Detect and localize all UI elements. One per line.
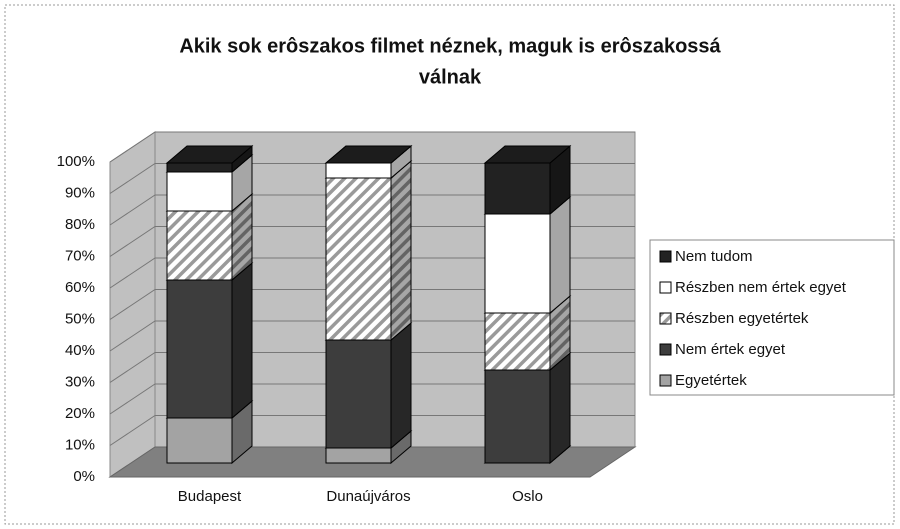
y-tick-label: 70% [65, 247, 95, 264]
grid-line [109, 352, 635, 383]
bar-side-shade [232, 155, 252, 211]
bar-side-shade [232, 194, 252, 280]
legend-label: Részben egyetértek [675, 310, 809, 327]
y-tick-label: 30% [65, 373, 95, 390]
y-tick-label: 100% [57, 153, 95, 170]
bar-side-shade [232, 146, 252, 172]
grid-line [109, 257, 635, 289]
bar-top [324, 145, 413, 164]
bar-side-shade [391, 161, 411, 340]
bar-side-shade [550, 353, 570, 463]
grid-line [109, 289, 635, 320]
bar-segment [166, 279, 233, 419]
bar-top-shade [167, 146, 252, 163]
legend-swatch [659, 312, 672, 325]
y-tick-label: 80% [65, 216, 95, 233]
bar-side-shade [550, 296, 570, 370]
bar-top [483, 145, 572, 164]
bar-segment [166, 171, 233, 212]
legend-label: Egyetértek [675, 372, 747, 389]
legend-swatch [659, 250, 672, 263]
legend-swatch [659, 281, 672, 294]
legend [649, 239, 895, 396]
bar-segment [325, 339, 392, 449]
grid-line [109, 194, 635, 226]
bar-top-shade [326, 146, 411, 163]
legend-swatch [659, 343, 672, 356]
bar-side-shade [391, 431, 411, 463]
bar-side-shade [391, 323, 411, 448]
grid-line [109, 383, 635, 415]
legend-swatch [659, 374, 672, 387]
y-tick-label: 10% [65, 436, 95, 453]
bar-top-shade [485, 146, 570, 163]
y-tick-label: 40% [65, 342, 95, 359]
bar-segment [484, 369, 551, 464]
bar-segment [484, 213, 551, 314]
bar-segment [325, 177, 392, 341]
x-tick-label: Oslo [512, 488, 543, 505]
chart-title: válnak [419, 66, 482, 88]
bar-top [165, 145, 254, 164]
grid-line [109, 163, 635, 194]
bar-side-shade [550, 146, 570, 214]
bar-segment [325, 162, 392, 179]
bar-side-shade [232, 401, 252, 463]
x-tick-label: Budapest [178, 488, 242, 505]
grid-line [109, 320, 635, 352]
grid-line [109, 131, 635, 163]
bar-segment [166, 162, 233, 173]
grid-line [109, 226, 635, 257]
bar-side-shade [232, 263, 252, 418]
y-tick-label: 20% [65, 405, 95, 422]
bar-segment [484, 312, 551, 371]
bar-segment [325, 447, 392, 464]
chart-title: Akik sok erôszakos filmet néznek, maguk … [179, 35, 721, 57]
bar-segment [166, 417, 233, 464]
bar-segment [166, 210, 233, 281]
y-tick-label: 0% [73, 468, 95, 485]
y-tick-label: 50% [65, 310, 95, 327]
legend-label: Részben nem értek egyet [675, 279, 847, 296]
bar-side-shade [550, 197, 570, 313]
legend-label: Nem tudom [675, 248, 753, 265]
y-tick-label: 90% [65, 184, 95, 201]
bar-side-shade [391, 146, 411, 178]
grid-line [109, 415, 635, 446]
x-tick-label: Dunaújváros [326, 488, 410, 505]
bar-segment [484, 162, 551, 215]
legend-label: Nem értek egyet [675, 341, 786, 358]
y-tick-label: 60% [65, 279, 95, 296]
